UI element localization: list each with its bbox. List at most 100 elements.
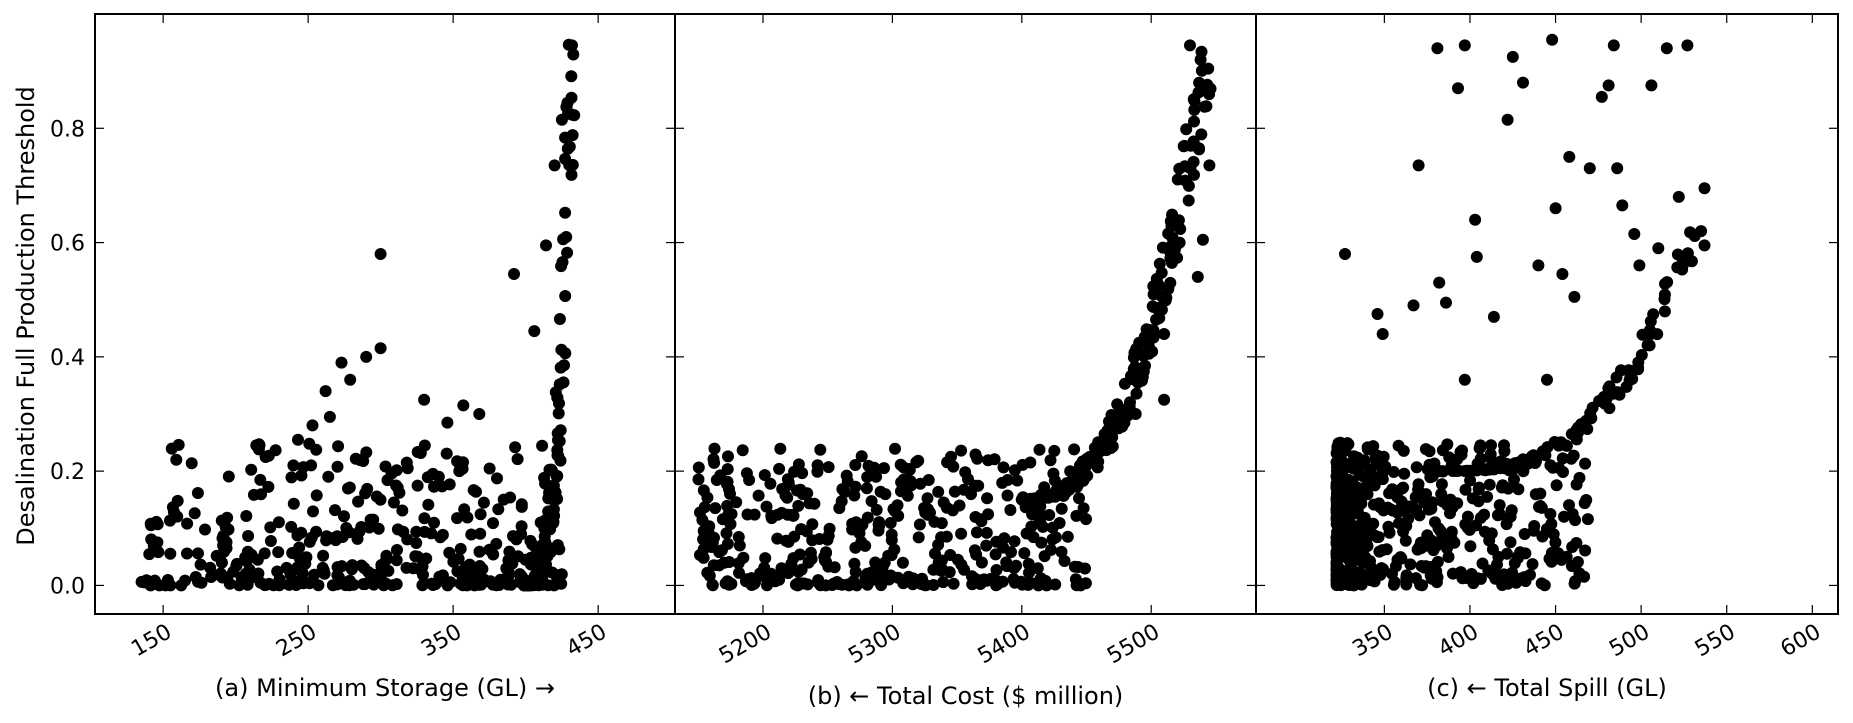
data-point [1570, 537, 1583, 549]
data-point [1048, 444, 1061, 457]
data-point [1431, 555, 1444, 568]
panel-frame [1255, 13, 1839, 615]
x-axis-label: (a) Minimum Storage (GL) → [215, 674, 555, 702]
data-point [1454, 446, 1467, 458]
data-point [1677, 258, 1690, 271]
data-point [1187, 155, 1200, 168]
data-point [1040, 579, 1053, 592]
data-point [733, 539, 746, 552]
x-tick-label: 350 [1349, 620, 1398, 663]
data-point [760, 500, 773, 513]
data-point [240, 510, 253, 522]
data-point [791, 577, 804, 590]
data-point [509, 441, 522, 454]
data-point [1387, 466, 1400, 478]
data-point [1635, 349, 1648, 361]
data-point [847, 575, 860, 588]
data-point [1616, 199, 1629, 212]
data-point [370, 490, 383, 503]
data-point [1544, 508, 1557, 520]
data-point [1171, 237, 1184, 249]
data-point [1459, 518, 1472, 531]
data-point [990, 564, 1003, 576]
data-point [913, 518, 926, 531]
data-point [432, 470, 445, 483]
y-tick-label: 0.2 [50, 460, 85, 485]
data-point [1459, 465, 1472, 477]
data-point [151, 518, 164, 531]
data-point [524, 534, 537, 547]
data-point [1498, 462, 1511, 475]
data-point [560, 100, 573, 113]
data-point [1033, 514, 1046, 527]
data-point [1125, 370, 1137, 382]
data-point [907, 572, 920, 585]
data-point [1632, 363, 1645, 376]
data-point [1504, 536, 1517, 549]
data-point [701, 491, 714, 504]
data-point [1361, 488, 1374, 501]
data-point [736, 444, 749, 457]
data-point [1487, 310, 1500, 323]
data-point [1044, 454, 1057, 467]
data-point [1032, 491, 1045, 504]
data-point [1360, 536, 1373, 549]
data-point [1399, 534, 1412, 547]
data-point [721, 537, 734, 550]
data-point [422, 498, 435, 511]
data-point [529, 572, 542, 584]
data-point [1367, 517, 1380, 530]
data-point [372, 522, 385, 535]
data-point [443, 478, 456, 491]
data-point [782, 567, 795, 580]
data-point [492, 503, 505, 516]
data-point [823, 522, 836, 535]
data-point [167, 506, 180, 519]
data-point [306, 419, 319, 432]
data-point [299, 557, 312, 570]
data-point [928, 515, 941, 528]
data-point [216, 532, 229, 545]
data-point [1556, 268, 1569, 280]
data-point [188, 507, 201, 520]
data-point [792, 499, 805, 512]
data-point [1501, 577, 1514, 590]
data-point [559, 131, 572, 144]
data-point [1644, 315, 1657, 328]
data-point [474, 527, 487, 540]
data-point [1517, 76, 1529, 89]
data-point [504, 491, 517, 504]
data-point [1512, 483, 1525, 496]
data-point [921, 492, 934, 505]
data-point [1423, 503, 1435, 516]
data-point [828, 561, 841, 574]
data-point [840, 469, 853, 482]
x-tick-label: 500 [1605, 620, 1654, 663]
data-point [357, 455, 370, 467]
data-point [461, 579, 474, 592]
data-point [1698, 239, 1711, 252]
data-point [552, 450, 565, 463]
data-point [1171, 173, 1184, 186]
data-point [165, 442, 178, 455]
data-point [170, 453, 183, 466]
data-point [565, 168, 578, 181]
data-point [1372, 531, 1385, 543]
data-point [706, 579, 719, 592]
data-point [1698, 182, 1711, 195]
data-point [1018, 547, 1031, 560]
data-point [192, 547, 204, 560]
data-point [305, 531, 318, 544]
data-point [1398, 467, 1411, 480]
data-point [758, 469, 771, 482]
data-point [1641, 339, 1654, 352]
data-point [1022, 557, 1035, 570]
data-point [264, 521, 277, 534]
data-point [1383, 487, 1396, 500]
data-point [264, 535, 277, 547]
data-point [317, 549, 330, 562]
data-point [696, 514, 709, 526]
data-point [849, 480, 862, 493]
data-point [1459, 483, 1472, 496]
data-point [1073, 492, 1085, 505]
